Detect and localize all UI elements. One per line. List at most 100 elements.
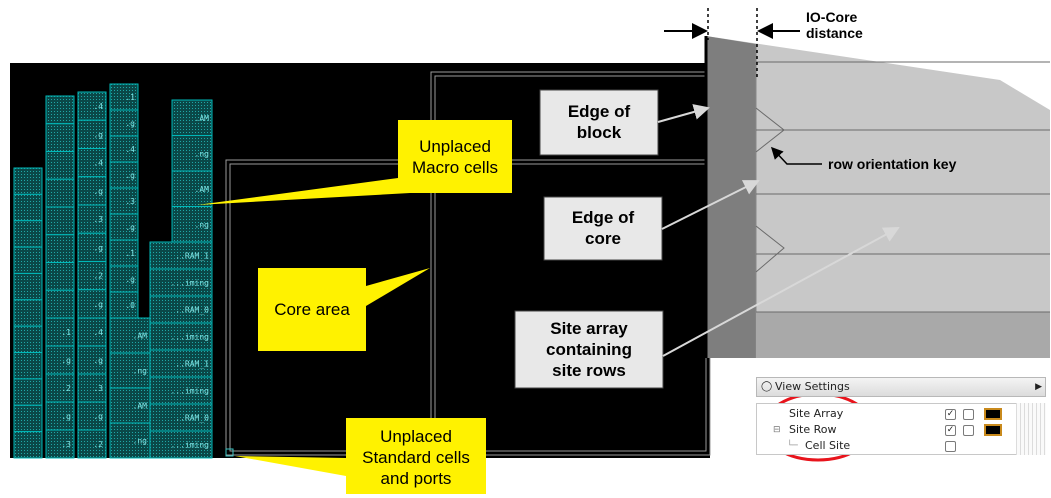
edge-of-block-line1: Edge of	[567, 102, 631, 121]
macro-col-c-label: .1	[125, 249, 135, 258]
macro-col-ram-cell	[149, 403, 213, 432]
grey-callouts	[514, 89, 900, 389]
collapse-icon[interactable]: ⊟	[773, 425, 781, 435]
unplaced-macro-cells: .1 .g .2 .g .3 .4 .g .4 .g .3 .g .2 .g .4 .g .3 .g .2 .1 .g…	[13, 83, 213, 459]
macro-col-b-label: .g	[93, 130, 103, 139]
io-core-line1: IO-Core	[806, 9, 858, 25]
macro-col-a-cell	[13, 352, 43, 380]
macro-col-d-label: .ng	[195, 149, 210, 158]
macro-col-d-label: .AM	[195, 185, 210, 194]
macro-col-a2-cell	[45, 151, 75, 180]
visible-checkbox[interactable]: ✓	[945, 425, 956, 436]
macro-col-lower-a-cell	[45, 373, 75, 403]
macro-col-lower-a-label: .2	[61, 384, 71, 393]
unplaced-macro-line1: Unplaced	[419, 137, 491, 156]
macro-col-c-label: .4	[125, 145, 135, 154]
macro-col-c-cell	[109, 83, 139, 111]
macro-col-ram-cell	[149, 295, 213, 324]
macro-col-lower-c-label: .ng	[133, 367, 148, 376]
macro-col-lower-b-cell	[77, 317, 107, 347]
macro-col-a2-cell	[45, 206, 75, 236]
macro-col-b-cell	[77, 232, 107, 262]
tree-item-label: Site Array	[789, 407, 844, 420]
macro-col-d-label: .ng	[195, 220, 210, 229]
macro-col-a2-cell	[45, 95, 75, 125]
view-settings-panel: ◯ View Settings ▶ Site Array ✓ ⊟ Site Ro…	[756, 377, 1046, 455]
macro-col-d-cell	[171, 99, 213, 136]
site-array-line3: site rows	[552, 361, 626, 380]
macro-col-c-label: .g	[125, 119, 135, 128]
macro-col-ram-label: ..RAM_1	[175, 360, 209, 369]
color-swatch[interactable]	[984, 424, 1002, 436]
edge-of-core-line2: core	[585, 229, 621, 248]
chevron-right-icon[interactable]: ▶	[1035, 382, 1042, 392]
macro-col-ram-cell	[149, 376, 213, 405]
visible-checkbox[interactable]	[945, 441, 956, 452]
macro-col-ram-label: ..RAM_0	[175, 414, 209, 423]
site-array-line2: containing	[546, 340, 632, 359]
macro-col-b-cell	[77, 148, 107, 178]
macro-col-b-cell	[77, 289, 107, 319]
edge-of-block-line2: block	[576, 123, 622, 142]
color-swatch[interactable]	[984, 408, 1002, 420]
visible-checkbox[interactable]: ✓	[945, 409, 956, 420]
tree-connector: └─	[787, 441, 798, 451]
macro-col-a2-cell	[45, 123, 75, 152]
macro-col-a-cell	[13, 325, 43, 354]
selectable-checkbox[interactable]	[963, 409, 974, 420]
io-core-distance-label: IO-Core distance	[806, 9, 886, 41]
macro-col-b-label: .3	[93, 215, 103, 224]
unplaced-macro-line2: Macro cells	[412, 158, 498, 177]
macro-col-lower-b-label: .4	[93, 328, 103, 337]
macro-col-a-cell	[13, 431, 43, 459]
macro-col-b-label: .g	[93, 300, 103, 309]
edge-of-block-callout: Edge of block	[540, 101, 658, 143]
macro-col-d-cell	[171, 206, 213, 243]
macro-col-lower-b-cell	[77, 373, 107, 403]
port-icon	[225, 448, 234, 457]
yellow-callouts	[197, 120, 512, 494]
macro-col-lower-a-cell	[45, 345, 75, 375]
unplaced-macro-callout: Unplaced Macro cells	[398, 136, 512, 178]
macro-col-ram-cell	[149, 430, 213, 459]
macro-col-lower-c-cell	[109, 387, 151, 424]
macro-col-a2-cell	[45, 234, 75, 263]
view-settings-header[interactable]: ◯ View Settings ▶	[756, 377, 1046, 397]
macro-col-b-cell	[77, 176, 107, 206]
macro-col-a-cell	[13, 246, 43, 274]
row-key-leader	[770, 146, 822, 165]
macro-col-a-cell	[13, 378, 43, 406]
tree-item-site-row[interactable]: ⊟ Site Row ✓	[757, 422, 1045, 438]
macro-col-d-label: .AM	[195, 114, 210, 123]
core-area-callout: Core area	[274, 300, 350, 319]
macro-col-b-label: .2	[93, 272, 103, 281]
tree-item-site-array[interactable]: Site Array ✓	[757, 406, 1045, 422]
macro-col-ram-label: ...iming	[170, 387, 209, 396]
selectable-checkbox[interactable]	[963, 425, 974, 436]
macro-col-c-cell	[109, 109, 139, 137]
zoom-view	[664, 8, 1050, 358]
macro-col-ram-label: ...iming	[170, 333, 209, 342]
macro-col-a2-cell	[45, 178, 75, 208]
macro-col-a-cell	[13, 299, 43, 327]
macro-col-b-label: .4	[93, 159, 103, 168]
macro-col-lower-c-cell	[109, 352, 151, 389]
macro-col-lower-b-label: .g	[93, 356, 103, 365]
macro-col-lower-a-label: .g	[61, 412, 71, 421]
macro-col-a-cell	[13, 272, 43, 301]
macro-col-c-cell	[109, 265, 139, 293]
macro-col-d-cell	[171, 135, 213, 172]
macro-col-lower-c-label: .AM	[133, 402, 148, 411]
unplaced-std-line1: Unplaced	[380, 427, 452, 446]
view-settings-tree: Site Array ✓ ⊟ Site Row ✓ └─ Cell Site	[756, 403, 1046, 455]
macro-col-lower-b-cell	[77, 345, 107, 375]
tree-item-cell-site[interactable]: └─ Cell Site	[757, 438, 1045, 454]
macro-col-c-label: .g	[125, 171, 135, 180]
edge-of-core-callout: Edge of core	[544, 207, 662, 249]
macro-col-c-label: .g	[125, 223, 135, 232]
macro-col-lower-b-label: .2	[93, 440, 103, 449]
macro-col-a2-cell	[45, 262, 75, 291]
unplaced-std-line2: Standard cells	[362, 448, 470, 467]
macro-col-lower-c-label: .AM	[133, 332, 148, 341]
